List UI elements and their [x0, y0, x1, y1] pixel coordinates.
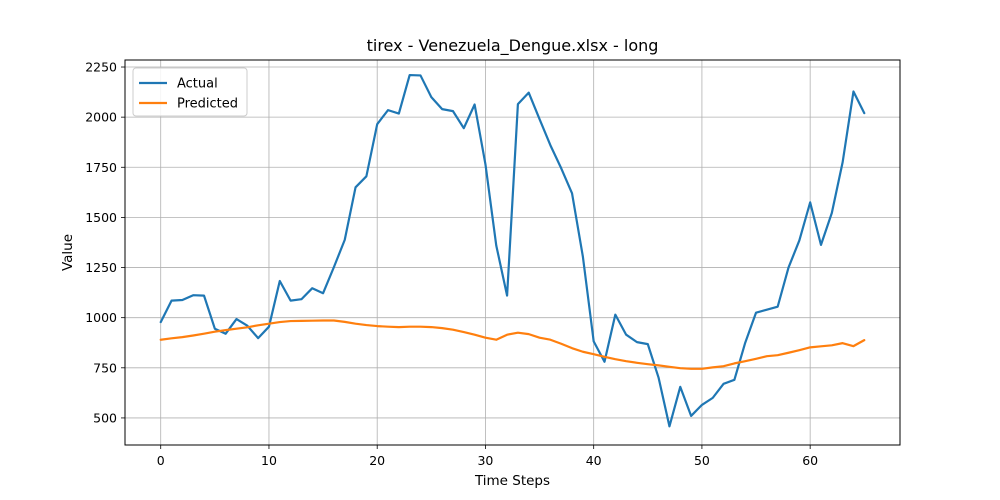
y-axis-label: Value — [60, 234, 76, 271]
series-lines — [159, 73, 866, 428]
x-tick-label: 50 — [694, 453, 710, 468]
x-axis-label: Time Steps — [474, 473, 550, 489]
x-tick-label: 10 — [261, 453, 277, 468]
chart-title: tirex - Venezuela_Dengue.xlsx - long — [367, 36, 659, 56]
x-tick-label: 40 — [586, 453, 602, 468]
y-tick-label: 500 — [93, 410, 117, 425]
legend: Actual Predicted — [132, 67, 248, 117]
y-tick-label: 2000 — [85, 110, 117, 125]
axis-ticks: 0 10 20 30 40 50 60 500 750 1000 1250 1500 1750 2000 2… — [85, 60, 818, 468]
y-tick-label: 1250 — [85, 260, 117, 275]
x-tick-label: 0 — [157, 453, 165, 468]
series-line-predicted — [159, 319, 866, 370]
y-tick-label: 1750 — [85, 160, 117, 175]
y-tick-label: 2250 — [85, 60, 117, 75]
y-tick-label: 750 — [93, 360, 117, 375]
x-tick-label: 20 — [369, 453, 385, 468]
series-line-actual — [159, 73, 866, 428]
y-tick-label: 1500 — [85, 210, 117, 225]
y-tick-label: 1000 — [85, 310, 117, 325]
grid — [125, 60, 900, 445]
legend-label: Actual — [177, 77, 218, 92]
legend-label: Predicted — [177, 97, 238, 112]
plot-frame — [124, 59, 901, 446]
x-tick-label: 30 — [477, 453, 493, 468]
x-tick-label: 60 — [802, 453, 818, 468]
